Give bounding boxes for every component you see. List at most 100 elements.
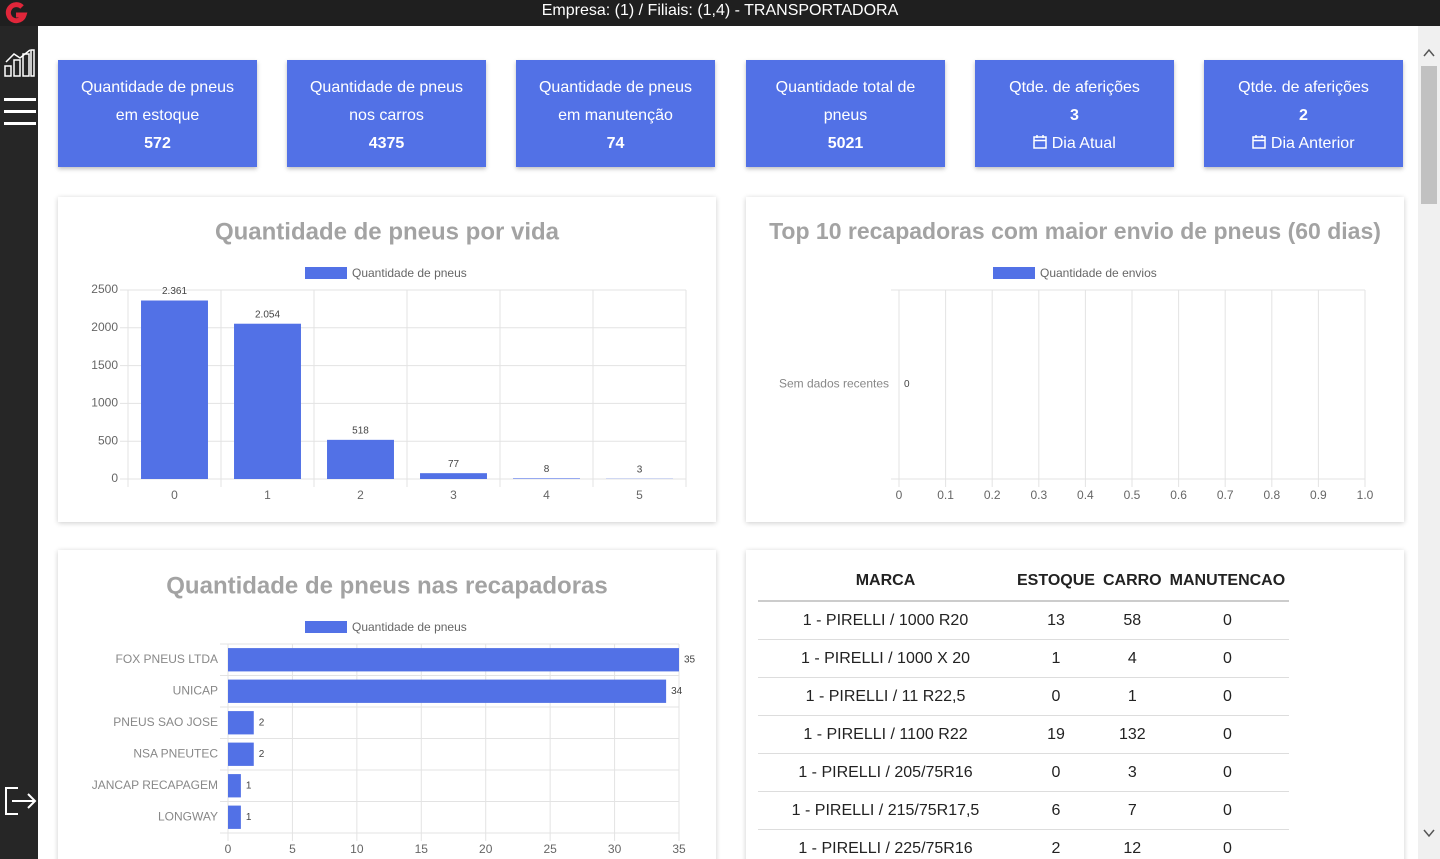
scrollbar-parts [1421, 48, 1437, 838]
chart-panel: Top 10 recapadoras com maior envio de pn… [746, 197, 1404, 522]
y-tick-label: PNEUS SAO JOSE [113, 715, 218, 729]
app-logo [5, 2, 28, 24]
table-cell: 0 [1165, 601, 1290, 640]
table-cell: 4 [1098, 639, 1166, 678]
x-tick-label: 0 [225, 842, 232, 856]
value-label: 2 [259, 749, 265, 760]
bar [228, 648, 679, 672]
y-tick-label: NSA PNEUTEC [133, 746, 218, 760]
chart: Quantidade de pneus nas recapadoras Quant… [92, 572, 696, 856]
card-value: 5021 [827, 135, 864, 152]
value-label: 518 [352, 425, 369, 436]
card-note: Dia Atual [985, 130, 1164, 158]
card-value: 74 [606, 135, 625, 152]
y-tick-label: 1500 [91, 358, 118, 372]
scroll-up[interactable] [1423, 48, 1435, 57]
calendar-icon [1252, 135, 1267, 149]
table-cell: 1 [1013, 639, 1099, 678]
x-tick-label: 30 [608, 842, 622, 856]
table-row: 1 - PIRELLI / 215/75R17,5 6 7 0 [758, 791, 1290, 830]
table-cell: 0 [1165, 791, 1290, 830]
table-cell: 1 - PIRELLI / 11 R22,5 [758, 677, 1013, 716]
scroll-down[interactable] [1423, 829, 1435, 838]
chart-title: Quantidade de pneus por vida [215, 218, 560, 245]
table-cell: 58 [1098, 601, 1166, 640]
x-tick-label: 20 [479, 842, 493, 856]
bar [141, 300, 208, 479]
card-value: 4375 [368, 135, 405, 152]
bar [228, 805, 241, 829]
bar [420, 473, 487, 479]
logout-icon[interactable] [5, 787, 37, 815]
stat-card: Quantidade de pneus nos carros 4375 [287, 60, 486, 167]
table-body: 1 - PIRELLI / 1000 R20 13 58 0 1 - PIRELLI /… [758, 601, 1290, 859]
card-value: 572 [144, 135, 171, 152]
scroll-thumb[interactable] [1421, 66, 1437, 204]
table-row: 1 - PIRELLI / 205/75R16 0 3 0 [758, 753, 1290, 792]
table-row: 1 - PIRELLI / 11 R22,5 0 1 0 [758, 677, 1290, 716]
card-label: Qtde. de aferições [1009, 79, 1140, 96]
y-tick-label: JANCAP RECAPAGEM [92, 778, 218, 792]
table-panel: MARCA ESTOQUE CARRO MANUTENCAO 1 - PIRELLI /… [746, 550, 1404, 859]
column-header: CARRO [1098, 562, 1166, 602]
x-tick-label: 25 [543, 842, 557, 856]
value-label: 3 [637, 464, 643, 475]
chart-title: Top 10 recapadoras com maior envio de pn… [769, 218, 1381, 244]
table-cell: 0 [1165, 829, 1290, 859]
value-label: 2.361 [162, 286, 187, 297]
legend-swatch [305, 621, 347, 633]
table-cell: 0 [1165, 677, 1290, 716]
y-tick-label: 500 [98, 433, 118, 447]
stat-card: Qtde. de aferições 2 Dia Anterior [1204, 60, 1403, 167]
table-cell: 1 [1098, 677, 1166, 716]
x-tick-label: 1 [264, 488, 271, 502]
y-tick-label: 0 [111, 471, 118, 485]
card-note-text: Dia Atual [1051, 135, 1116, 152]
legend-label: Quantidade de pneus [352, 266, 467, 280]
bar [228, 774, 241, 798]
table-cell: 1 - PIRELLI / 1100 R22 [758, 715, 1013, 754]
sidebar [0, 26, 38, 859]
table-cell: 0 [1013, 753, 1099, 792]
card-label: Quantidade de pneus em manutenção [538, 79, 692, 124]
table-cell: 2 [1013, 829, 1099, 859]
bar [513, 478, 580, 479]
column-header: MARCA [758, 562, 1013, 602]
column-header: MANUTENCAO [1165, 562, 1290, 602]
legend-label: Quantidade de pneus [352, 620, 467, 634]
scrollbar[interactable] [1418, 26, 1440, 859]
table-row: 1 - PIRELLI / 1000 R20 13 58 0 [758, 601, 1290, 640]
x-tick-label: 0.5 [1124, 488, 1141, 502]
legend-swatch [993, 267, 1035, 279]
table-header: MARCA ESTOQUE CARRO MANUTENCAO [758, 562, 1290, 602]
dashboard-icon[interactable] [4, 49, 35, 77]
menu-icon[interactable] [4, 98, 36, 125]
table-cell: 0 [1013, 677, 1099, 716]
value-label: 35 [684, 654, 696, 665]
table-cell: 19 [1013, 715, 1099, 754]
table-cell: 6 [1013, 791, 1099, 830]
x-tick-label: 3 [450, 488, 457, 502]
content: Quantidade de pneus em estoque 572 Quanti… [38, 26, 1418, 859]
x-tick-label: 15 [415, 842, 429, 856]
value-label: 2 [259, 717, 265, 728]
table-row: 1 - PIRELLI / 1100 R22 19 132 0 [758, 715, 1290, 754]
card-label: Quantidade de pneus nos carros [309, 79, 463, 124]
stat-card: Quantidade de pneus em estoque 572 [58, 60, 257, 167]
table-cell: 7 [1098, 791, 1166, 830]
bar [228, 742, 254, 766]
table-cell: 1 - PIRELLI / 215/75R17,5 [758, 791, 1013, 830]
x-tick-label: 0.2 [984, 488, 1001, 502]
value-label: 34 [671, 686, 683, 697]
table-row: 1 - PIRELLI / 225/75R16 2 12 0 [758, 829, 1290, 859]
brand-table: MARCA ESTOQUE CARRO MANUTENCAO 1 - PIRELLI /… [758, 562, 1290, 859]
value-label: 2.054 [255, 309, 280, 320]
x-tick-label: 0.1 [937, 488, 954, 502]
chart: Quantidade de pneus por vida Quantidade d… [91, 218, 687, 502]
header-title: Empresa: (1) / Filiais: (1,4) - TRANSPOR… [541, 2, 899, 19]
table-cell: 12 [1098, 829, 1166, 859]
table-cell: 13 [1013, 601, 1099, 640]
x-tick-label: 0.6 [1170, 488, 1187, 502]
